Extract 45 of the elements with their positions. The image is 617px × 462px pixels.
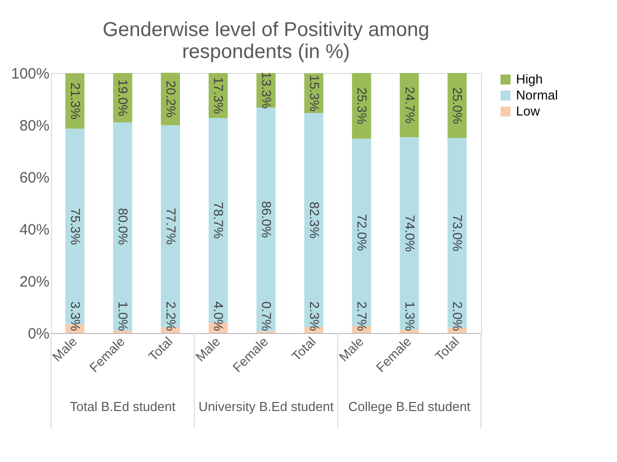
data-label: 75.3% xyxy=(68,208,83,246)
text: College B.Ed student xyxy=(348,399,471,414)
data-label: 15.3% xyxy=(306,74,322,112)
y-tick-label: 100% xyxy=(11,66,50,82)
data-label: 1.3% xyxy=(402,301,418,332)
data-label: 73.0% xyxy=(450,214,466,252)
y-tick-label: 60% xyxy=(19,170,50,186)
data-label: 78.7% xyxy=(211,202,226,240)
chart-title: Genderwise level of Positivity among respondents (in %) xyxy=(102,19,430,63)
data-label: 1.0% xyxy=(116,301,131,332)
data-label: 2.3% xyxy=(306,301,322,332)
bar xyxy=(400,137,419,330)
data-label: 25.3% xyxy=(354,87,370,125)
y-tick-label: 0% xyxy=(28,326,50,342)
data-label: 4.0% xyxy=(211,301,226,332)
y-tick-label: 80% xyxy=(19,118,50,134)
data-label: 2.0% xyxy=(450,301,466,332)
legend-label: High xyxy=(516,72,543,86)
bar xyxy=(256,108,276,332)
data-label: 77.7% xyxy=(163,208,178,246)
data-label: 2.2% xyxy=(163,301,178,332)
y-tick-label: 40% xyxy=(19,222,50,238)
data-label: 17.3% xyxy=(211,77,226,114)
legend-label: Low xyxy=(516,104,540,118)
data-label: 82.3% xyxy=(306,202,322,239)
data-label: 80.0% xyxy=(116,208,131,246)
data-label: 74.0% xyxy=(402,214,418,252)
data-label: 0.7% xyxy=(259,301,274,332)
bar xyxy=(113,330,132,333)
bar xyxy=(400,330,419,333)
y-tick-label: 20% xyxy=(19,274,50,290)
bar xyxy=(113,122,132,330)
data-label: 13.3% xyxy=(259,72,274,110)
data-label: 25.0% xyxy=(450,87,466,124)
legend-label: Normal xyxy=(516,88,558,102)
data-label: 72.0% xyxy=(354,214,370,252)
data-label: 3.3% xyxy=(68,301,83,332)
data-label: 2.7% xyxy=(354,301,370,332)
data-label: 20.2% xyxy=(163,80,178,118)
data-label: 21.3% xyxy=(68,82,83,120)
data-label: 86.0% xyxy=(259,200,274,238)
text: University B.Ed student xyxy=(198,399,334,414)
data-label: 19.0% xyxy=(116,79,131,117)
text: Total B.Ed student xyxy=(70,399,176,414)
data-label: 24.7% xyxy=(402,86,418,124)
